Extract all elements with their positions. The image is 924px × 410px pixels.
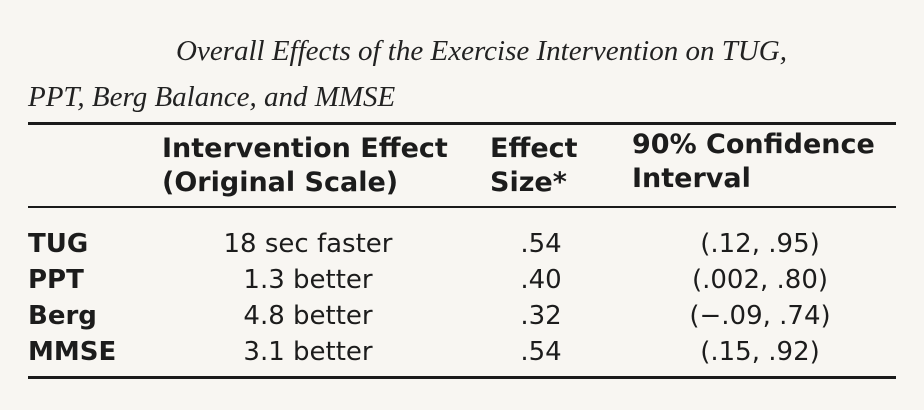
row-label-ppt: PPT xyxy=(28,265,84,295)
cell-ci-tug: (.12, .95) xyxy=(700,229,820,259)
header-effect-size-line-2: Size* xyxy=(490,167,567,198)
header-confidence-interval: 90% Confidence Interval xyxy=(632,128,875,196)
cell-ci-berg: (−.09, .74) xyxy=(689,301,831,331)
header-effect-size-line-1: Effect xyxy=(490,133,578,164)
caption-line-1: Overall Effects of the Exercise Interven… xyxy=(176,35,787,67)
cell-ci-mmse: (.15, .92) xyxy=(700,337,820,367)
cell-effect-berg: 4.8 better xyxy=(243,301,373,331)
table-caption: Overall Effects of the Exercise Interven… xyxy=(28,28,888,120)
row-label-tug: TUG xyxy=(28,229,89,259)
row-label-mmse: MMSE xyxy=(28,337,117,367)
row-label-berg: Berg xyxy=(28,301,97,331)
header-confidence-interval-line-1: 90% Confidence xyxy=(632,129,875,160)
cell-effect-ppt: 1.3 better xyxy=(243,265,373,295)
cell-size-ppt: .40 xyxy=(520,265,562,295)
table-header-rule xyxy=(28,206,896,208)
header-intervention-effect-line-1: Intervention Effect xyxy=(162,133,448,164)
header-intervention-effect-line-2: (Original Scale) xyxy=(162,167,399,198)
cell-size-tug: .54 xyxy=(520,229,562,259)
header-confidence-interval-line-2: Interval xyxy=(632,163,751,194)
table-top-rule xyxy=(28,122,896,125)
cell-size-berg: .32 xyxy=(520,301,562,331)
caption-line-2: PPT, Berg Balance, and MMSE xyxy=(28,81,396,113)
cell-effect-mmse: 3.1 better xyxy=(243,337,373,367)
header-intervention-effect: Intervention Effect (Original Scale) xyxy=(162,132,448,200)
cell-ci-ppt: (.002, .80) xyxy=(691,265,829,295)
table-bottom-rule xyxy=(28,376,896,379)
header-effect-size: Effect Size* xyxy=(490,132,578,200)
cell-size-mmse: .54 xyxy=(520,337,562,367)
cell-effect-tug: 18 sec faster xyxy=(223,229,393,259)
